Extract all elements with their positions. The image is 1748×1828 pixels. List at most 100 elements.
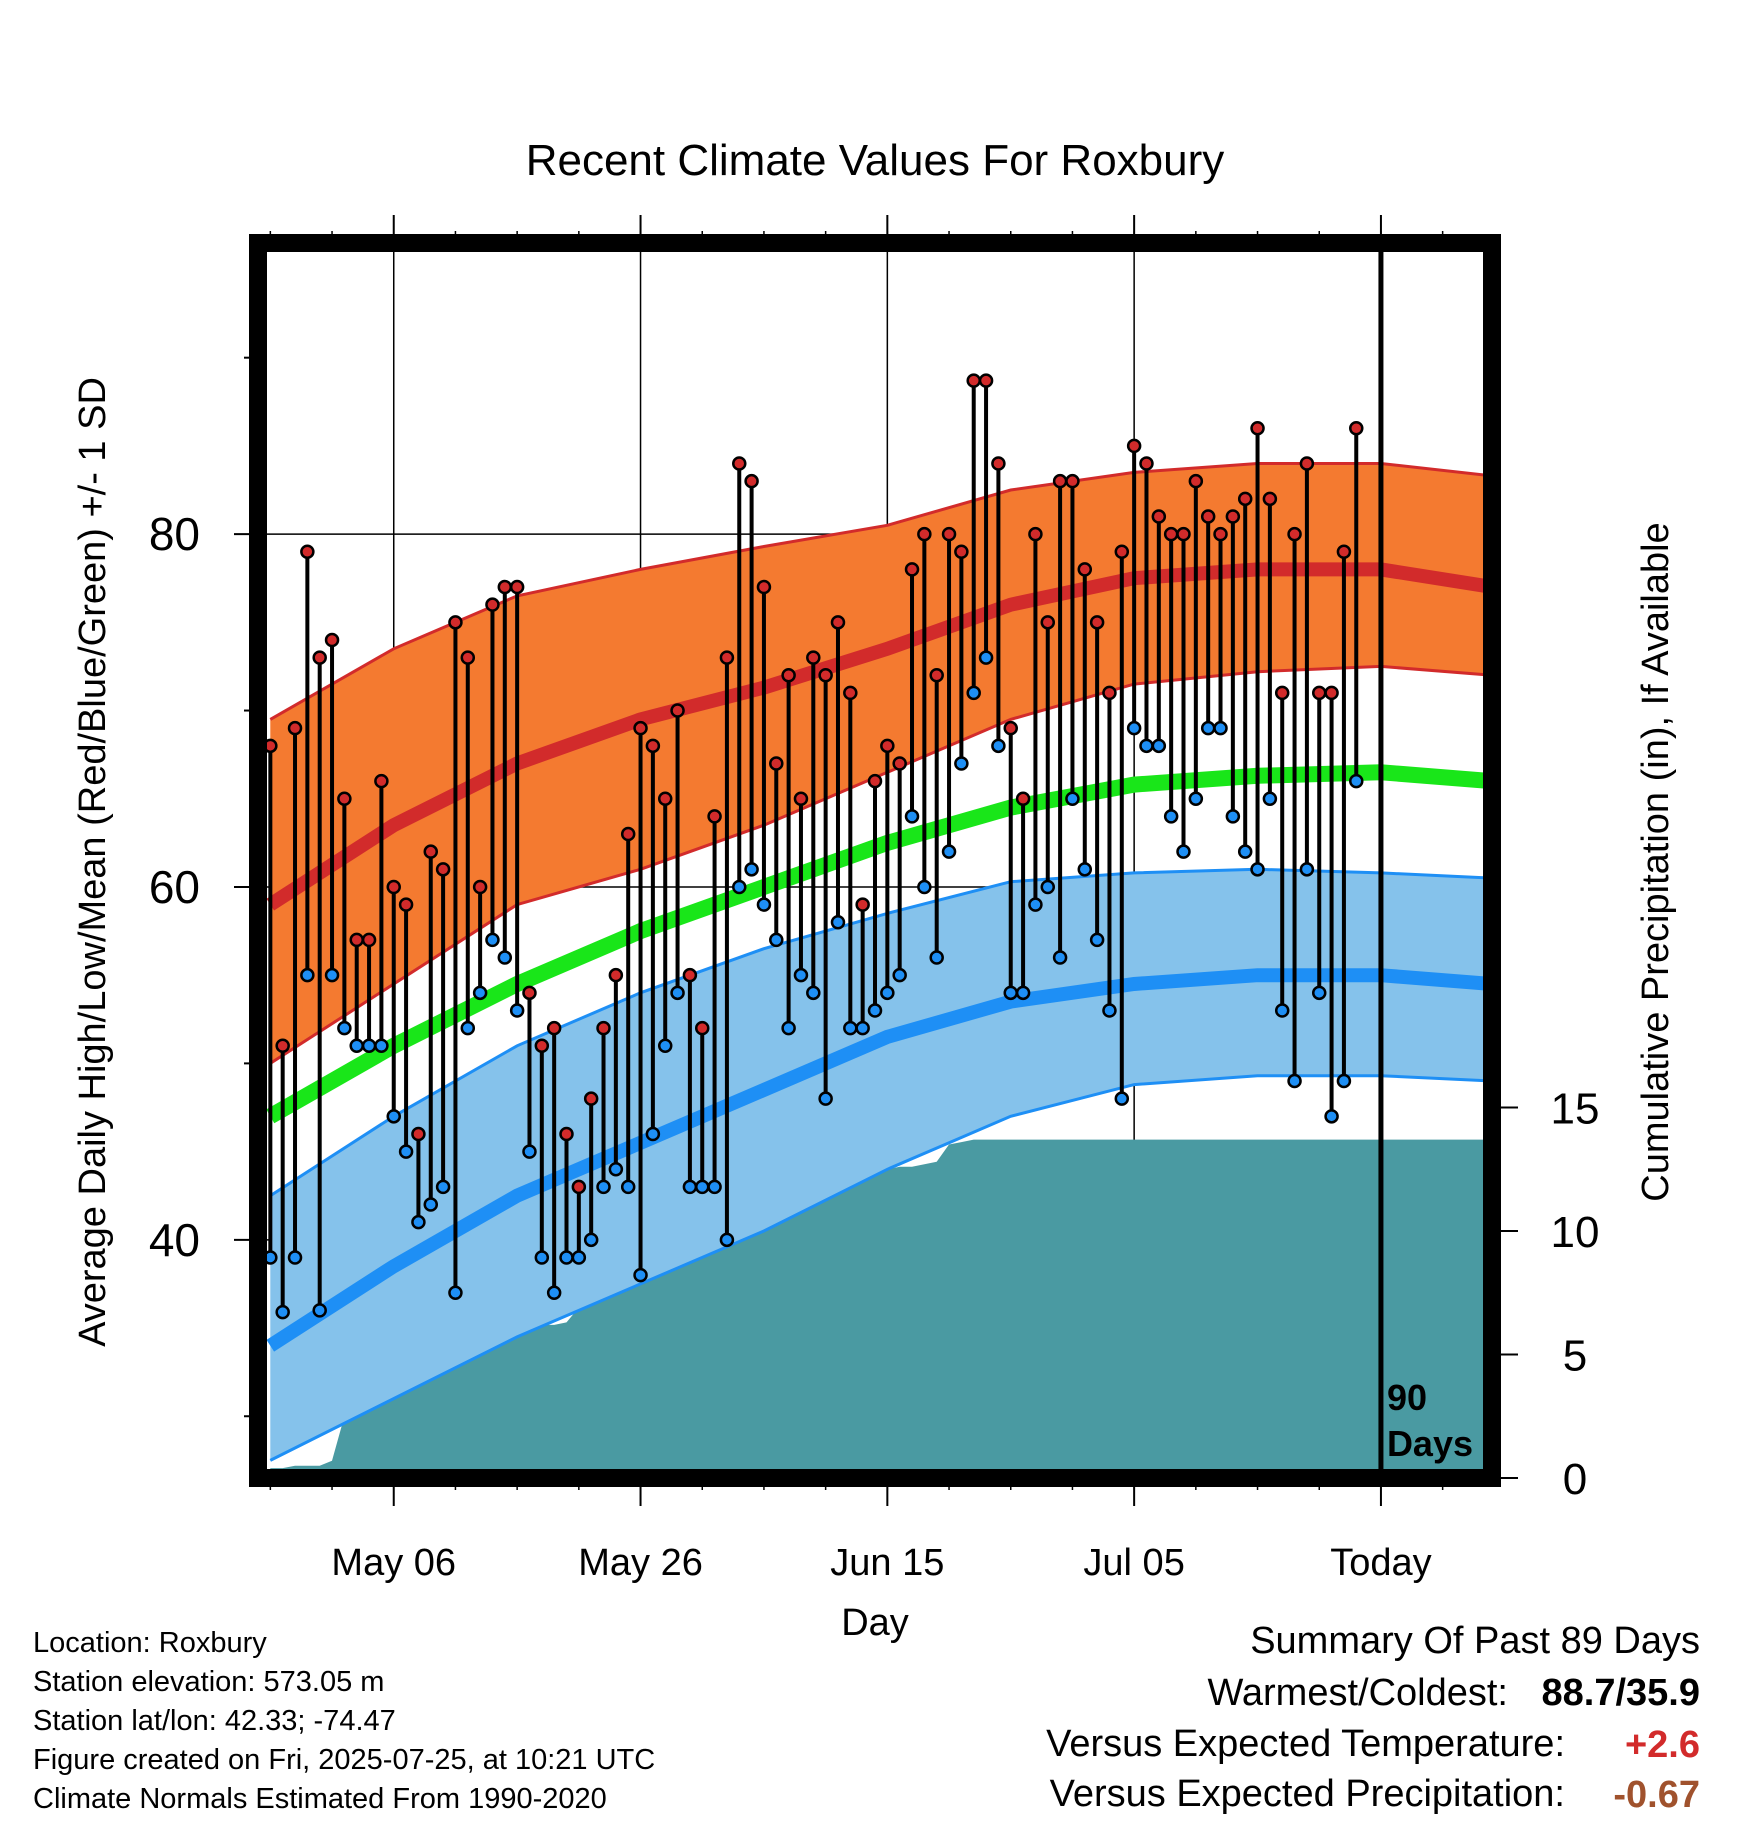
daily-low-42 [781,1020,796,1036]
daily-low-28 [608,1162,624,1177]
daily-high-47 [843,685,858,701]
daily-high-51 [892,756,907,771]
temp-value: +2.6 [1624,1724,1700,1766]
daily-high-63 [1040,615,1056,630]
daily-low-79 [1237,844,1253,859]
daily-low-1 [275,1304,290,1320]
daily-low-70 [1126,720,1142,736]
daily-high-76 [1200,509,1216,524]
daily-high-74 [1176,526,1191,542]
daily-high-15 [448,615,463,630]
y-tick-label-0: 40 [149,1214,200,1266]
daily-low-30 [633,1267,648,1283]
daily-high-39 [744,473,759,489]
daily-low-39 [744,862,759,877]
daily-low-3 [300,967,315,983]
y2-tick-label-2: 10 [1551,1208,1600,1257]
daily-high-40 [756,579,772,595]
daily-high-12 [411,1126,426,1142]
created-text: Figure created on Fri, 2025-07-25, at 10… [33,1744,656,1776]
daily-low-40 [756,897,772,912]
daily-high-43 [793,791,809,806]
x-axis-label: Day [841,1602,909,1644]
x-tick-label-3: Jul 05 [1083,1542,1184,1584]
daily-low-4 [312,1303,327,1318]
daily-low-11 [398,1144,414,1159]
daily-high-80 [1250,421,1265,436]
daily-low-78 [1225,809,1241,824]
daily-high-68 [1102,685,1117,701]
daily-high-17 [472,879,488,895]
plot-frame [249,234,1501,1487]
daily-low-87 [1336,1073,1352,1089]
high-normal-band-upper-edge [269,462,1492,721]
daily-high-59 [991,456,1006,471]
daily-low-69 [1114,1091,1130,1106]
daily-low-86 [1324,1109,1339,1124]
daily-low-56 [954,756,969,771]
chart-title: Recent Climate Values For Roxbury [526,136,1225,185]
daily-low-23 [546,1285,562,1300]
daily-high-19 [497,579,513,595]
daily-high-31 [645,738,661,754]
high-normal-line [266,562,1492,911]
daily-low-73 [1163,809,1179,824]
daily-high-6 [337,791,352,806]
daily-low-19 [497,950,513,965]
daily-high-86 [1324,685,1339,701]
daily-high-64 [1052,473,1068,489]
daily-high-77 [1213,526,1228,542]
daily-low-85 [1311,985,1327,1001]
daily-high-58 [978,373,994,388]
daily-low-83 [1287,1073,1302,1089]
summary-title: Summary Of Past 89 Days [1250,1620,1700,1662]
daily-low-15 [448,1285,463,1300]
daily-low-38 [732,879,747,895]
daily-high-61 [1015,791,1031,806]
daily-high-65 [1065,473,1080,489]
plot-area: 90 Days [258,243,1492,1478]
daily-high-49 [867,773,883,789]
daily-high-7 [349,932,364,948]
daily-low-67 [1089,932,1105,948]
daily-low-59 [991,738,1006,754]
high-normal-band [270,463,1492,1064]
daily-low-74 [1176,844,1191,859]
daily-low-29 [620,1179,636,1195]
daily-high-44 [806,650,821,665]
daily-high-82 [1274,685,1290,701]
daily-low-17 [472,985,488,1001]
daily-high-11 [398,897,414,912]
daily-low-7 [349,1038,364,1053]
daily-high-79 [1237,491,1253,507]
daily-low-76 [1200,720,1216,736]
temp-label: Versus Expected Temperature: [1046,1723,1565,1765]
daily-high-26 [583,1091,599,1106]
daily-low-80 [1250,862,1265,877]
daily-high-36 [707,809,722,824]
daily-low-10 [386,1109,401,1124]
daily-high-66 [1077,562,1093,577]
y-tick-label-2: 80 [149,508,200,560]
daily-high-87 [1336,544,1352,559]
daily-low-65 [1065,791,1080,806]
daily-low-57 [966,685,981,701]
daily-high-69 [1114,544,1130,559]
daily-high-75 [1188,473,1204,489]
latlon-text: Station lat/lon: 42.33; -74.47 [33,1705,396,1737]
daily-low-21 [522,1144,537,1159]
daily-high-30 [633,720,648,736]
daily-high-18 [485,597,500,612]
daily-high-34 [682,967,698,983]
daily-high-22 [534,1038,550,1053]
daily-high-46 [830,615,846,630]
daily-low-27 [596,1179,611,1195]
daily-high-73 [1163,526,1179,542]
warmest-value: 88.7/35.9 [1541,1672,1700,1714]
daily-low-71 [1139,738,1154,754]
precip-value: -0.67 [1613,1774,1700,1816]
daily-low-14 [435,1179,451,1195]
daily-high-78 [1225,509,1241,524]
daily-high-21 [522,985,537,1001]
